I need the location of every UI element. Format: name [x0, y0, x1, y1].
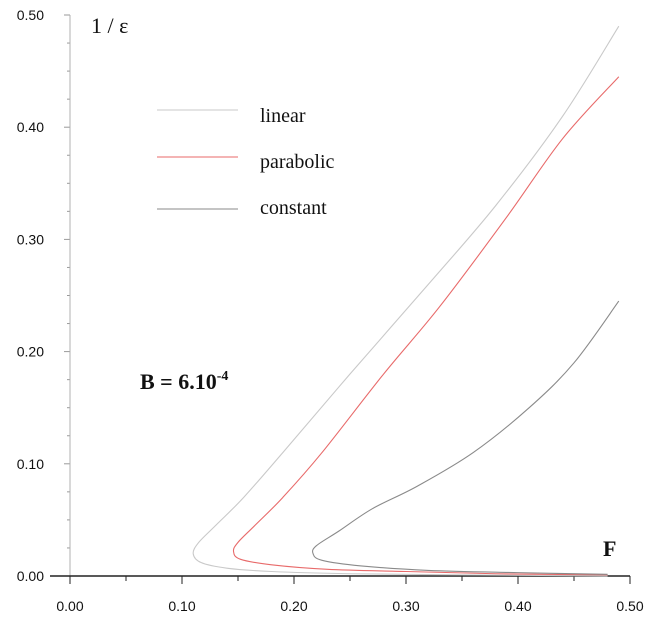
- legend-label-parabolic: parabolic: [260, 151, 335, 173]
- y-tick-label: 0.30: [17, 231, 44, 247]
- axis-ticks: 0.00 0.10 0.20 0.30 0.40 0.50 0.00 0.10 0.20 0.30…: [17, 7, 644, 614]
- x-tick-label: 0.10: [168, 598, 195, 614]
- b-annotation-base: B = 6.10: [140, 369, 217, 394]
- legend-label-constant: constant: [260, 197, 327, 219]
- b-annotation: B = 6.10-4: [140, 369, 228, 394]
- x-tick-label: 0.30: [392, 598, 419, 614]
- b-annotation-exponent: -4: [217, 369, 229, 384]
- x-tick-label: 0.00: [56, 598, 83, 614]
- x-tick-label: 0.20: [280, 598, 307, 614]
- y-tick-label: 0.20: [17, 344, 44, 360]
- x-tick-label: 0.50: [616, 598, 643, 614]
- y-tick-label: 0.00: [17, 568, 44, 584]
- y-tick-label: 0.10: [17, 456, 44, 472]
- legend: linear parabolic constant: [157, 105, 335, 219]
- series-layer: [192, 25, 620, 577]
- series-line-linear: [192, 25, 620, 577]
- series-line-parabolic: [232, 76, 620, 576]
- series-line-constant: [312, 300, 620, 575]
- legend-label-linear: linear: [260, 105, 306, 127]
- x-axis-label: F: [603, 536, 616, 561]
- y-axis-label: 1 / ε: [91, 13, 128, 38]
- x-tick-label: 0.40: [504, 598, 531, 614]
- y-tick-label: 0.40: [17, 119, 44, 135]
- y-tick-label: 0.50: [17, 7, 44, 23]
